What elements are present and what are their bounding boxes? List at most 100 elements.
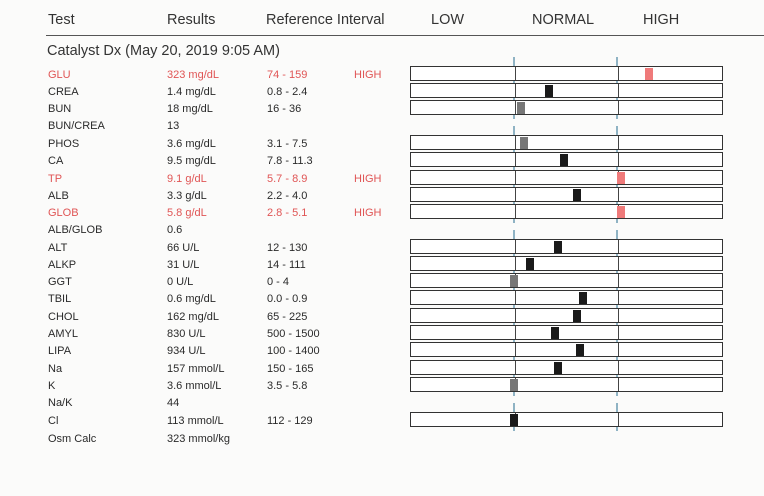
range-bar bbox=[410, 256, 723, 271]
result-row: ALKP 31 U/L 14 - 111 bbox=[0, 257, 764, 274]
range-bar bbox=[410, 170, 723, 185]
reference-interval: 2.2 - 4.0 bbox=[267, 190, 308, 202]
reference-interval: 2.8 - 5.1 bbox=[267, 207, 308, 219]
normal-high-divider bbox=[618, 67, 619, 80]
result-row: K 3.6 mmol/L 3.5 - 5.8 bbox=[0, 378, 764, 395]
result-value: 323 mmol/kg bbox=[167, 433, 230, 445]
range-bar bbox=[410, 66, 723, 81]
column-header-high: HIGH bbox=[643, 12, 680, 28]
result-row: CHOL 162 mg/dL 65 - 225 bbox=[0, 309, 764, 326]
low-normal-divider bbox=[515, 240, 516, 253]
result-marker bbox=[520, 137, 528, 149]
result-row: ALB/GLOB 0.6 bbox=[0, 222, 764, 239]
result-value: 157 mmol/L bbox=[167, 363, 225, 375]
result-value: 66 U/L bbox=[167, 242, 200, 254]
result-marker bbox=[517, 102, 525, 114]
test-name: ALB bbox=[48, 190, 69, 202]
range-bar bbox=[410, 152, 723, 167]
result-row: BUN/CREA 13 bbox=[0, 118, 764, 135]
result-row: CREA 1.4 mg/dL 0.8 - 2.4 bbox=[0, 84, 764, 101]
column-header-low: LOW bbox=[431, 12, 465, 28]
result-row: BUN 18 mg/dL 16 - 36 bbox=[0, 101, 764, 118]
result-marker bbox=[560, 154, 568, 166]
result-value: 0.6 mg/dL bbox=[167, 293, 216, 305]
normal-high-divider bbox=[618, 240, 619, 253]
test-name: BUN/CREA bbox=[48, 120, 105, 132]
result-value: 162 mg/dL bbox=[167, 311, 219, 323]
result-marker bbox=[545, 85, 553, 97]
result-row: TP 9.1 g/dL 5.7 - 8.9 HIGH bbox=[0, 171, 764, 188]
result-row: GLOB 5.8 g/dL 2.8 - 5.1 HIGH bbox=[0, 205, 764, 222]
result-row: TBIL 0.6 mg/dL 0.0 - 0.9 bbox=[0, 291, 764, 308]
normal-high-divider bbox=[618, 153, 619, 166]
result-row: PHOS 3.6 mg/dL 3.1 - 7.5 bbox=[0, 136, 764, 153]
reference-interval: 100 - 1400 bbox=[267, 345, 320, 357]
result-value: 0 U/L bbox=[167, 276, 194, 288]
result-value: 0.6 bbox=[167, 224, 183, 236]
test-name: CHOL bbox=[48, 311, 79, 323]
test-name: Cl bbox=[48, 415, 59, 427]
column-header-reference: Reference Interval bbox=[266, 12, 385, 28]
reference-interval: 3.5 - 5.8 bbox=[267, 380, 308, 392]
reference-interval: 0.8 - 2.4 bbox=[267, 86, 308, 98]
reference-interval: 7.8 - 11.3 bbox=[267, 155, 313, 167]
result-row: LIPA 934 U/L 100 - 1400 bbox=[0, 343, 764, 360]
result-value: 3.3 g/dL bbox=[167, 190, 207, 202]
range-bar bbox=[410, 83, 723, 98]
result-row: Na 157 mmol/L 150 - 165 bbox=[0, 361, 764, 378]
reference-interval: 16 - 36 bbox=[267, 103, 302, 115]
low-normal-divider bbox=[515, 291, 516, 304]
low-normal-divider bbox=[515, 326, 516, 339]
normal-high-divider bbox=[618, 291, 619, 304]
normal-high-divider bbox=[618, 309, 619, 322]
normal-high-divider bbox=[618, 136, 619, 149]
range-bar bbox=[410, 412, 723, 427]
test-name: ALKP bbox=[48, 259, 77, 271]
result-value: 3.6 mmol/L bbox=[167, 380, 222, 392]
result-marker bbox=[510, 275, 518, 287]
result-row: CA 9.5 mg/dL 7.8 - 11.3 bbox=[0, 153, 764, 170]
result-value: 9.1 g/dL bbox=[167, 173, 207, 185]
range-bar bbox=[410, 342, 723, 357]
result-value: 1.4 mg/dL bbox=[167, 86, 216, 98]
normal-high-divider bbox=[618, 361, 619, 374]
result-marker bbox=[576, 344, 584, 356]
low-normal-divider bbox=[515, 153, 516, 166]
result-row: AMYL 830 U/L 500 - 1500 bbox=[0, 326, 764, 343]
range-bar bbox=[410, 100, 723, 115]
low-normal-divider bbox=[515, 309, 516, 322]
low-normal-divider bbox=[515, 188, 516, 201]
high-flag: HIGH bbox=[354, 69, 382, 81]
test-name: Na/K bbox=[48, 397, 73, 409]
test-name: GLU bbox=[48, 69, 71, 81]
normal-high-divider bbox=[618, 84, 619, 97]
range-bar bbox=[410, 377, 723, 392]
range-bar bbox=[410, 290, 723, 305]
test-name: ALB/GLOB bbox=[48, 224, 103, 236]
result-row: Osm Calc 323 mmol/kg bbox=[0, 431, 764, 448]
low-normal-divider bbox=[515, 136, 516, 149]
reference-interval: 0 - 4 bbox=[267, 276, 290, 288]
range-bar bbox=[410, 239, 723, 254]
result-marker bbox=[510, 414, 518, 426]
result-marker bbox=[554, 241, 562, 253]
header-rule bbox=[46, 35, 764, 36]
test-name: PHOS bbox=[48, 138, 80, 150]
result-value: 323 mg/dL bbox=[167, 69, 219, 81]
test-name: BUN bbox=[48, 103, 72, 115]
result-value: 830 U/L bbox=[167, 328, 206, 340]
test-name: TBIL bbox=[48, 293, 72, 305]
low-normal-divider bbox=[515, 171, 516, 184]
reference-interval: 3.1 - 7.5 bbox=[267, 138, 308, 150]
result-value: 113 mmol/L bbox=[167, 415, 224, 427]
result-row: ALT 66 U/L 12 - 130 bbox=[0, 240, 764, 257]
test-name: GLOB bbox=[48, 207, 79, 219]
result-value: 9.5 mg/dL bbox=[167, 155, 216, 167]
normal-high-divider bbox=[618, 101, 619, 114]
reference-interval: 500 - 1500 bbox=[267, 328, 320, 340]
reference-interval: 150 - 165 bbox=[267, 363, 314, 375]
normal-high-divider bbox=[618, 378, 619, 391]
reference-interval: 74 - 159 bbox=[267, 69, 308, 81]
reference-interval: 112 - 129 bbox=[267, 415, 313, 427]
test-name: Osm Calc bbox=[48, 433, 97, 445]
